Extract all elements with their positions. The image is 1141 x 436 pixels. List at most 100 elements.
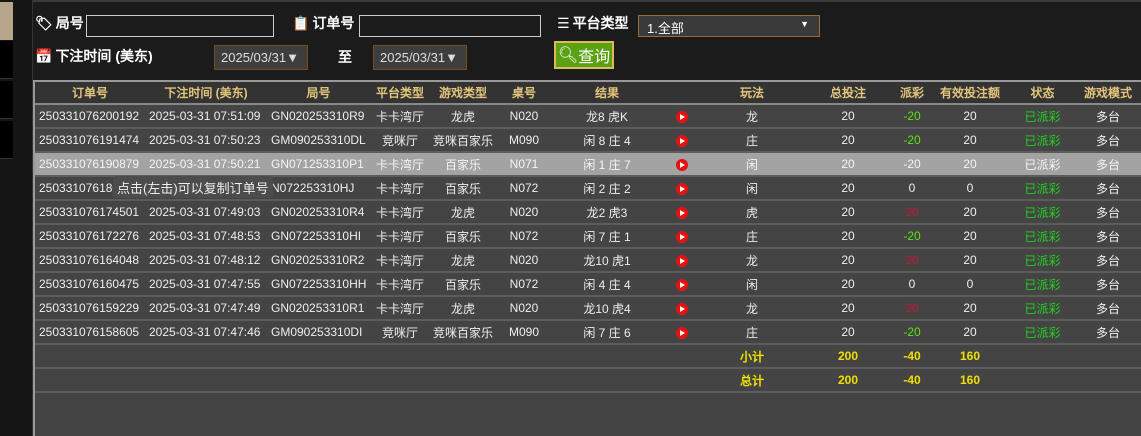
round-id-cell: GN020253310R1: [267, 296, 370, 321]
table-row[interactable]: 250331076159229 2025-03-31 07:47:49 GN0202…: [35, 296, 1141, 321]
play-video-icon[interactable]: [676, 326, 688, 339]
play-video-icon[interactable]: [676, 182, 688, 195]
play-video-icon[interactable]: [676, 254, 688, 267]
table-no-cell: N020: [496, 200, 552, 225]
replay-cell[interactable]: [662, 152, 702, 177]
column-header: 游戏类型: [430, 82, 496, 105]
replay-cell[interactable]: [662, 224, 702, 249]
sidebar: [0, 0, 33, 436]
table-no-cell: N072: [496, 224, 552, 249]
table-row[interactable]: 250331076190879 2025-03-31 07:50:21 GN0712…: [35, 152, 1141, 177]
order-id-cell[interactable]: 250331076158605: [35, 320, 145, 345]
column-header: 游戏模式: [1075, 82, 1141, 105]
bet-type-cell: 虎: [702, 200, 802, 225]
status-cell: 已派彩: [1010, 200, 1075, 225]
replay-cell[interactable]: [662, 320, 702, 345]
table-row[interactable]: 250331076172276 2025-03-31 07:48:53 GN0722…: [35, 224, 1141, 249]
table-row[interactable]: 250331076158605 2025-03-31 07:47:46 GM0902…: [35, 320, 1141, 345]
bet-type-cell: 龙: [702, 296, 802, 321]
table-row[interactable]: 250331076160475 2025-03-31 07:47:55 GN0722…: [35, 272, 1141, 297]
calendar-icon: 📅: [35, 47, 53, 64]
list-icon: ☰: [557, 14, 570, 31]
table-no-cell: N020: [496, 296, 552, 321]
table-row[interactable]: 250331076191474 2025-03-31 07:50:23 GM0902…: [35, 128, 1141, 153]
column-header: 局号: [267, 82, 370, 105]
game-mode-cell: 多台: [1075, 200, 1141, 225]
round-input[interactable]: [86, 15, 274, 37]
replay-cell[interactable]: [662, 272, 702, 297]
play-video-icon[interactable]: [676, 158, 688, 171]
replay-cell[interactable]: [662, 176, 702, 201]
platform-cell: 卡卡湾厅: [370, 176, 430, 201]
play-video-icon[interactable]: [676, 302, 688, 315]
payout-cell: 20: [894, 248, 930, 273]
play-video-icon[interactable]: [676, 278, 688, 291]
status-cell: 已派彩: [1010, 272, 1075, 297]
column-header: [662, 82, 702, 105]
chevron-down-icon: ▼: [800, 19, 809, 29]
replay-cell[interactable]: [662, 248, 702, 273]
play-video-icon[interactable]: [676, 206, 688, 219]
order-id-cell[interactable]: 250331076190879: [35, 152, 145, 177]
order-id-cell[interactable]: 250331076160475: [35, 272, 145, 297]
game-mode-cell: 多台: [1075, 320, 1141, 345]
play-video-icon[interactable]: [676, 230, 688, 243]
replay-cell[interactable]: [662, 296, 702, 321]
game-type-cell: 龙虎: [430, 200, 496, 225]
game-type-cell: 龙虎: [430, 104, 496, 129]
empty-cell: [1075, 368, 1141, 393]
result-cell: 闲 7 庄 6: [552, 320, 662, 345]
order-id-cell[interactable]: 250331076191474: [35, 128, 145, 153]
sidebar-tab-active[interactable]: [0, 2, 13, 40]
order-id-cell[interactable]: 250331076164048: [35, 248, 145, 273]
status-cell: 已派彩: [1010, 176, 1075, 201]
replay-cell[interactable]: [662, 104, 702, 129]
payout-cell: 0: [894, 176, 930, 201]
order-id-cell[interactable]: 250331076159229: [35, 296, 145, 321]
order-id-cell[interactable]: 250331076172276: [35, 224, 145, 249]
valid-bet-cell: 20: [930, 128, 1010, 153]
chevron-down-icon: ▼: [286, 50, 299, 65]
replay-cell[interactable]: [662, 128, 702, 153]
date-from-value: 2025/03/31: [221, 50, 287, 65]
game-mode-cell: 多台: [1075, 104, 1141, 129]
table-row[interactable]: 250331076164048 2025-03-31 07:48:12 GN0202…: [35, 248, 1141, 273]
round-id-cell: GN020253310R2: [267, 248, 370, 273]
orders-table: 订单号 下注时间 (美东) 局号 平台类型 游戏类型 桌号 结果 玩法 总投注 派彩 有效投注额 状态…: [33, 80, 1141, 436]
query-button[interactable]: 🔍︎ 查询: [554, 41, 614, 69]
replay-cell[interactable]: [662, 200, 702, 225]
empty-cell: [430, 344, 496, 369]
round-label: 🏷 局号: [35, 13, 84, 33]
empty-cell: [496, 344, 552, 369]
game-mode-cell: 多台: [1075, 248, 1141, 273]
table-row[interactable]: 25033107618006 N072253310HJ 卡卡湾厅 百家乐 N072 闲 2…: [35, 176, 1141, 201]
bet-type-cell: 闲: [702, 272, 802, 297]
order-input[interactable]: [359, 15, 541, 37]
result-cell: 龙8 虎K: [552, 104, 662, 129]
order-id-cell[interactable]: 250331076174501: [35, 200, 145, 225]
table-row[interactable]: 250331076200192 2025-03-31 07:51:09 GN0202…: [35, 104, 1141, 129]
date-to-picker[interactable]: 2025/03/31▼: [373, 45, 467, 70]
game-mode-cell: 多台: [1075, 176, 1141, 201]
payout-cell: -20: [894, 224, 930, 249]
play-video-icon[interactable]: [676, 134, 688, 147]
valid-bet-cell: 20: [930, 200, 1010, 225]
sidebar-tab[interactable]: [0, 121, 13, 159]
table-row[interactable]: 250331076174501 2025-03-31 07:49:03 GN0202…: [35, 200, 1141, 225]
platform-select[interactable]: 1.全部 ▼: [638, 15, 820, 37]
order-id-cell[interactable]: 250331076200192: [35, 104, 145, 129]
subtotal-payout: -40: [894, 344, 930, 369]
top-border: [0, 0, 1141, 2]
game-type-cell: 竞咪百家乐: [430, 128, 496, 153]
game-type-cell: 百家乐: [430, 224, 496, 249]
sidebar-tab[interactable]: [0, 81, 13, 119]
sidebar-tab[interactable]: [0, 41, 13, 79]
play-video-icon[interactable]: [676, 110, 688, 123]
payout-cell: -20: [894, 104, 930, 129]
empty-cell: [430, 368, 496, 393]
round-id-cell: GN071253310P1: [267, 152, 370, 177]
date-from-picker[interactable]: 2025/03/31▼: [214, 45, 308, 70]
total-valid-bet: 160: [930, 368, 1010, 393]
total-bet-cell: 20: [802, 248, 894, 273]
bet-time-cell: 2025-03-31 07:47:49: [145, 296, 267, 321]
